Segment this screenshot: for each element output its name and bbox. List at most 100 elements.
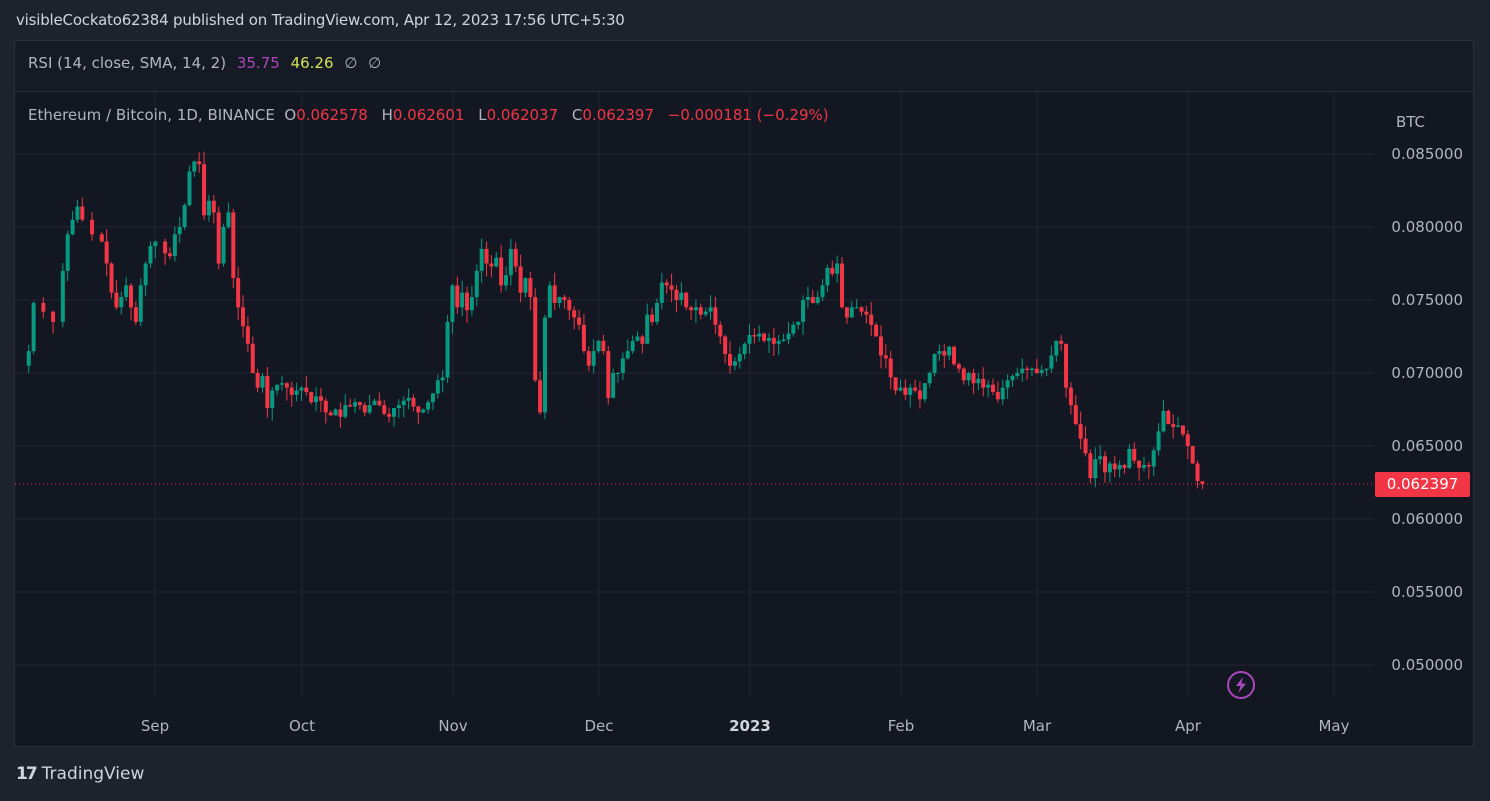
footer-brand[interactable]: 17 TradingView bbox=[16, 764, 144, 784]
candle-body bbox=[474, 270, 479, 298]
candle-body bbox=[26, 351, 31, 366]
candle-body bbox=[299, 387, 304, 391]
candle-body bbox=[645, 314, 650, 344]
candle-body bbox=[835, 263, 840, 274]
candle-body bbox=[377, 400, 382, 406]
candle-body bbox=[538, 380, 543, 413]
candle-body bbox=[323, 400, 328, 413]
candle-body bbox=[674, 289, 679, 300]
candle-body bbox=[742, 343, 747, 355]
rsi-label: RSI (14, close, SMA, 14, 2) bbox=[28, 54, 227, 72]
candle-body bbox=[591, 351, 596, 366]
candle-body bbox=[1054, 340, 1059, 356]
candle-body bbox=[90, 219, 95, 235]
price-tick-label: 0.080000 bbox=[1391, 218, 1463, 236]
candle-body bbox=[961, 368, 966, 381]
price-tick-label: 0.050000 bbox=[1391, 656, 1463, 674]
candle-body bbox=[499, 257, 504, 286]
candle-body bbox=[825, 267, 830, 286]
candle-body bbox=[869, 314, 874, 325]
candle-body bbox=[732, 361, 737, 366]
rsi-pane[interactable]: RSI (14, close, SMA, 14, 2) 35.75 46.26 … bbox=[15, 41, 1473, 92]
change-value: −0.000181 (−0.29%) bbox=[667, 106, 829, 124]
candle-body bbox=[1127, 448, 1132, 468]
candle-body bbox=[357, 402, 362, 406]
candle-body bbox=[1176, 425, 1181, 428]
candle-body bbox=[489, 263, 494, 267]
candle-body bbox=[952, 346, 957, 365]
candle-body bbox=[878, 336, 883, 356]
candle-body bbox=[104, 241, 109, 264]
candle-body bbox=[504, 275, 508, 286]
candle-body bbox=[51, 311, 56, 322]
candle-body bbox=[796, 321, 801, 325]
candle-body bbox=[616, 373, 621, 374]
candle-body bbox=[494, 257, 499, 267]
candle-body bbox=[567, 300, 572, 311]
candle-body bbox=[260, 375, 265, 388]
candle-body bbox=[913, 387, 918, 391]
candle-body bbox=[314, 396, 319, 403]
candle-body bbox=[513, 248, 518, 267]
candle-body bbox=[713, 307, 718, 325]
candle-body bbox=[1156, 431, 1161, 451]
candle-body bbox=[172, 234, 177, 257]
brand-name: TradingView bbox=[41, 764, 145, 784]
candle-body bbox=[435, 380, 440, 394]
candle-body bbox=[211, 200, 216, 213]
candle-body bbox=[289, 387, 294, 395]
candle-body bbox=[231, 212, 236, 279]
candle-body bbox=[153, 241, 158, 246]
candle-body bbox=[747, 335, 752, 344]
candle-body bbox=[1141, 464, 1146, 468]
time-axis[interactable]: Sep Oct Nov Dec 2023 Feb Mar Apr May bbox=[15, 696, 1375, 746]
candle-body bbox=[854, 307, 859, 309]
candle-body bbox=[1039, 370, 1044, 373]
candle-body bbox=[1117, 464, 1122, 470]
candle-body bbox=[304, 387, 309, 392]
candle-body bbox=[844, 307, 849, 318]
candle-body bbox=[874, 324, 879, 337]
candle-body bbox=[776, 340, 781, 344]
candle-body bbox=[148, 245, 153, 264]
candlestick-chart[interactable] bbox=[15, 92, 1375, 696]
candle-body bbox=[937, 351, 942, 355]
candle-body bbox=[221, 227, 226, 264]
candle-body bbox=[1112, 463, 1117, 470]
candle-body bbox=[849, 307, 854, 318]
candle-body bbox=[781, 339, 786, 341]
candle-body bbox=[328, 412, 333, 416]
candle-body bbox=[518, 266, 523, 293]
price-scale[interactable]: 0.085000 0.080000 0.075000 0.070000 0.065000… bbox=[1373, 92, 1473, 696]
candle-body bbox=[1166, 410, 1171, 425]
time-tick-label: May bbox=[1318, 717, 1350, 735]
low-label: L bbox=[478, 106, 487, 124]
candle-body bbox=[460, 292, 465, 308]
lightning-icon[interactable] bbox=[1227, 671, 1255, 699]
publisher-caption: visibleCockato62384 published on Trading… bbox=[16, 11, 625, 29]
candle-body bbox=[187, 171, 192, 206]
candle-body bbox=[1064, 343, 1069, 388]
candle-body bbox=[942, 351, 947, 356]
candle-body bbox=[367, 405, 372, 413]
rsi-empty-value-2: ∅ bbox=[368, 54, 382, 72]
candle-body bbox=[791, 324, 796, 334]
candle-body bbox=[966, 373, 971, 381]
candle-body bbox=[1137, 460, 1142, 468]
candle-body bbox=[401, 400, 406, 406]
candle-body bbox=[167, 253, 172, 257]
candle-body bbox=[552, 285, 557, 303]
candle-body bbox=[206, 200, 211, 216]
candle-body bbox=[138, 285, 143, 322]
candle-body bbox=[1088, 453, 1093, 479]
candle-body bbox=[659, 282, 664, 303]
candle-body bbox=[124, 285, 129, 298]
candle-body bbox=[343, 405, 348, 417]
candle-body bbox=[1049, 355, 1054, 369]
candle-body bbox=[99, 234, 104, 242]
candle-body bbox=[1132, 448, 1137, 461]
candle-body bbox=[255, 373, 260, 388]
candle-body bbox=[762, 333, 767, 341]
candle-body bbox=[932, 354, 937, 373]
candle-body bbox=[703, 311, 708, 315]
